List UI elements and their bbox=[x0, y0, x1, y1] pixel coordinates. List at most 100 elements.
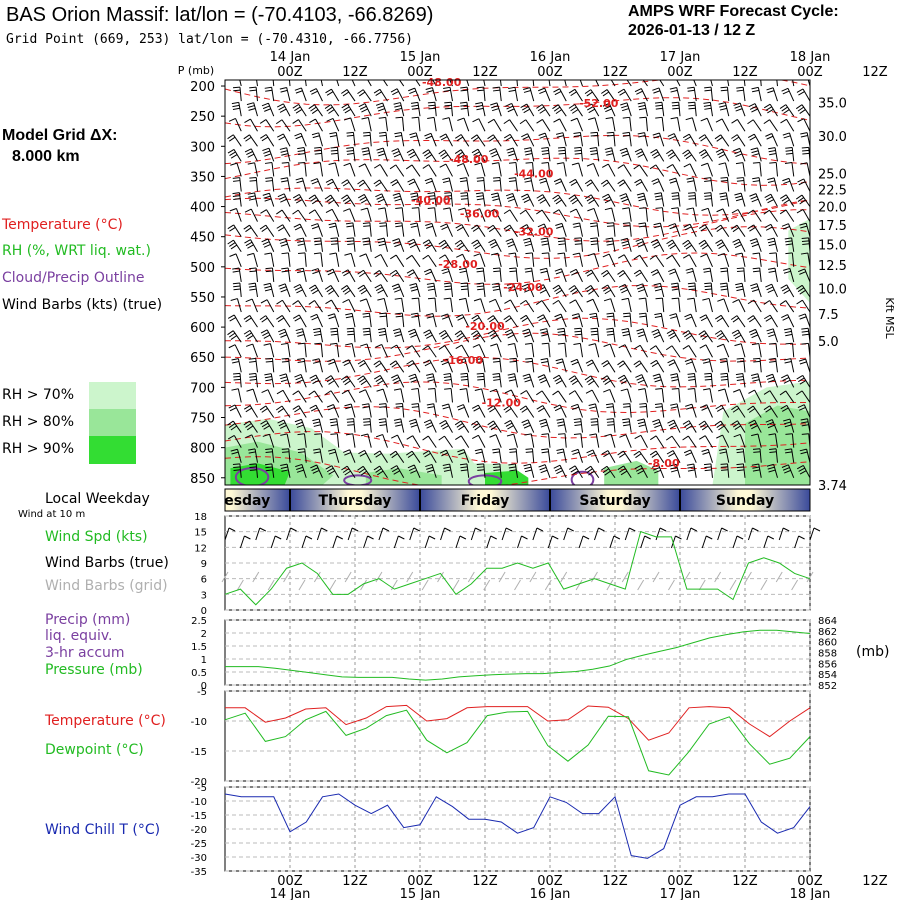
wind-barb bbox=[780, 118, 795, 132]
cloud-outline-3 bbox=[570, 470, 595, 485]
top-date-label: 16 Jan bbox=[530, 50, 571, 65]
wind-barb bbox=[328, 448, 340, 463]
wind-barb bbox=[606, 418, 616, 433]
wind-barb bbox=[492, 448, 502, 463]
wind-barb bbox=[666, 239, 681, 253]
wind-barb bbox=[536, 390, 551, 403]
wind-barb bbox=[617, 179, 632, 192]
wind-barb bbox=[230, 448, 242, 463]
wind-barb bbox=[769, 252, 778, 267]
wind-barb bbox=[735, 252, 746, 267]
wind-barb bbox=[622, 222, 632, 237]
wind-barb bbox=[703, 101, 713, 117]
wind-barb bbox=[570, 358, 583, 373]
wind-barb bbox=[227, 330, 242, 343]
wind-barb bbox=[487, 315, 502, 328]
wind-barb bbox=[538, 464, 551, 478]
wind-barb bbox=[276, 209, 291, 222]
temperature-contour-label: -32.00 bbox=[514, 225, 554, 238]
wind-barb bbox=[362, 327, 372, 343]
wind-barb bbox=[606, 312, 616, 328]
wind-barb bbox=[590, 418, 600, 433]
wind-barb bbox=[294, 373, 307, 388]
wind-barb bbox=[749, 193, 762, 207]
wind-barb bbox=[475, 358, 486, 373]
wind-barb bbox=[684, 358, 697, 373]
wind-barb bbox=[426, 282, 437, 298]
wind-barb bbox=[360, 207, 372, 222]
wind-barb bbox=[700, 404, 713, 418]
wind-barb bbox=[572, 222, 583, 237]
wind-barb bbox=[324, 104, 340, 117]
wind-barb bbox=[731, 134, 746, 147]
wind-barb bbox=[782, 177, 795, 192]
wind-panel-tick-label: 12 bbox=[194, 543, 207, 554]
wind-barb bbox=[796, 390, 810, 403]
surface-wind-barb bbox=[498, 527, 513, 583]
wind-barb bbox=[422, 254, 437, 268]
surface-wind-barb bbox=[406, 527, 420, 583]
pressure-tick-label: 750 bbox=[190, 412, 215, 427]
wind-barb bbox=[457, 117, 470, 132]
wind-barb bbox=[765, 419, 778, 433]
wind-barb bbox=[443, 282, 453, 298]
wind-barb bbox=[361, 147, 372, 162]
pressure-tick-label: 300 bbox=[190, 140, 215, 155]
wind-barb bbox=[264, 162, 275, 177]
wind-barb bbox=[359, 253, 372, 268]
height-tick-label: 22.5 bbox=[818, 184, 847, 199]
wind-barb bbox=[245, 343, 258, 358]
wind-barb bbox=[360, 433, 372, 448]
wind-barb bbox=[476, 86, 486, 102]
wind-barb bbox=[455, 224, 470, 237]
wind-barb bbox=[422, 435, 437, 448]
wind-barb bbox=[427, 116, 437, 132]
wind-barb bbox=[683, 163, 697, 177]
wind-barb bbox=[499, 80, 502, 87]
wind-barb bbox=[620, 388, 632, 403]
wind-barb bbox=[314, 146, 323, 162]
wind-barb bbox=[536, 405, 551, 418]
wind-barb bbox=[776, 80, 778, 87]
wind-barb bbox=[232, 192, 242, 207]
wind-barb bbox=[720, 372, 730, 388]
height-tick-label: 3.74 bbox=[818, 479, 847, 494]
wind-barb bbox=[471, 239, 486, 253]
wind-barb bbox=[572, 252, 583, 267]
wind-barb bbox=[225, 84, 226, 87]
precip-panel-tick-label: 0 bbox=[201, 681, 207, 692]
dewpoint-line bbox=[224, 709, 811, 776]
wind-barb bbox=[508, 252, 518, 267]
wind-panel-tick-label: 6 bbox=[201, 575, 207, 586]
top-time-tick: 12Z bbox=[732, 65, 758, 80]
surface-wind-barb bbox=[452, 535, 467, 591]
wind-barb bbox=[278, 328, 291, 343]
wind-barb bbox=[617, 164, 632, 177]
wind-barb bbox=[768, 267, 778, 282]
wind-barb bbox=[639, 116, 648, 132]
wind-barb bbox=[225, 129, 226, 132]
wind-barb bbox=[344, 252, 356, 267]
wind-barb bbox=[309, 404, 323, 418]
wind-barb bbox=[438, 254, 453, 268]
bottom-date-label: 14 Jan bbox=[270, 887, 311, 900]
wind-barb bbox=[503, 119, 518, 132]
wind-barb bbox=[227, 435, 242, 448]
wind-barb bbox=[781, 314, 795, 328]
wind-barb bbox=[310, 464, 323, 478]
temperature-contour-1 bbox=[225, 97, 810, 128]
wind-barb bbox=[536, 194, 551, 207]
wind-barb bbox=[523, 87, 535, 102]
weekday-label: Sunday bbox=[716, 493, 774, 509]
wind-barb bbox=[406, 269, 421, 283]
wind-barb bbox=[508, 463, 518, 478]
wind-barb bbox=[275, 405, 291, 418]
wind-barb bbox=[509, 267, 518, 282]
wind-barb bbox=[488, 238, 502, 252]
wind-barb bbox=[425, 463, 437, 478]
wind-barb bbox=[571, 162, 583, 177]
wind-barb bbox=[785, 342, 795, 358]
wind-barb bbox=[769, 161, 778, 177]
wind-barb bbox=[763, 300, 778, 313]
wind-barb bbox=[438, 435, 453, 448]
